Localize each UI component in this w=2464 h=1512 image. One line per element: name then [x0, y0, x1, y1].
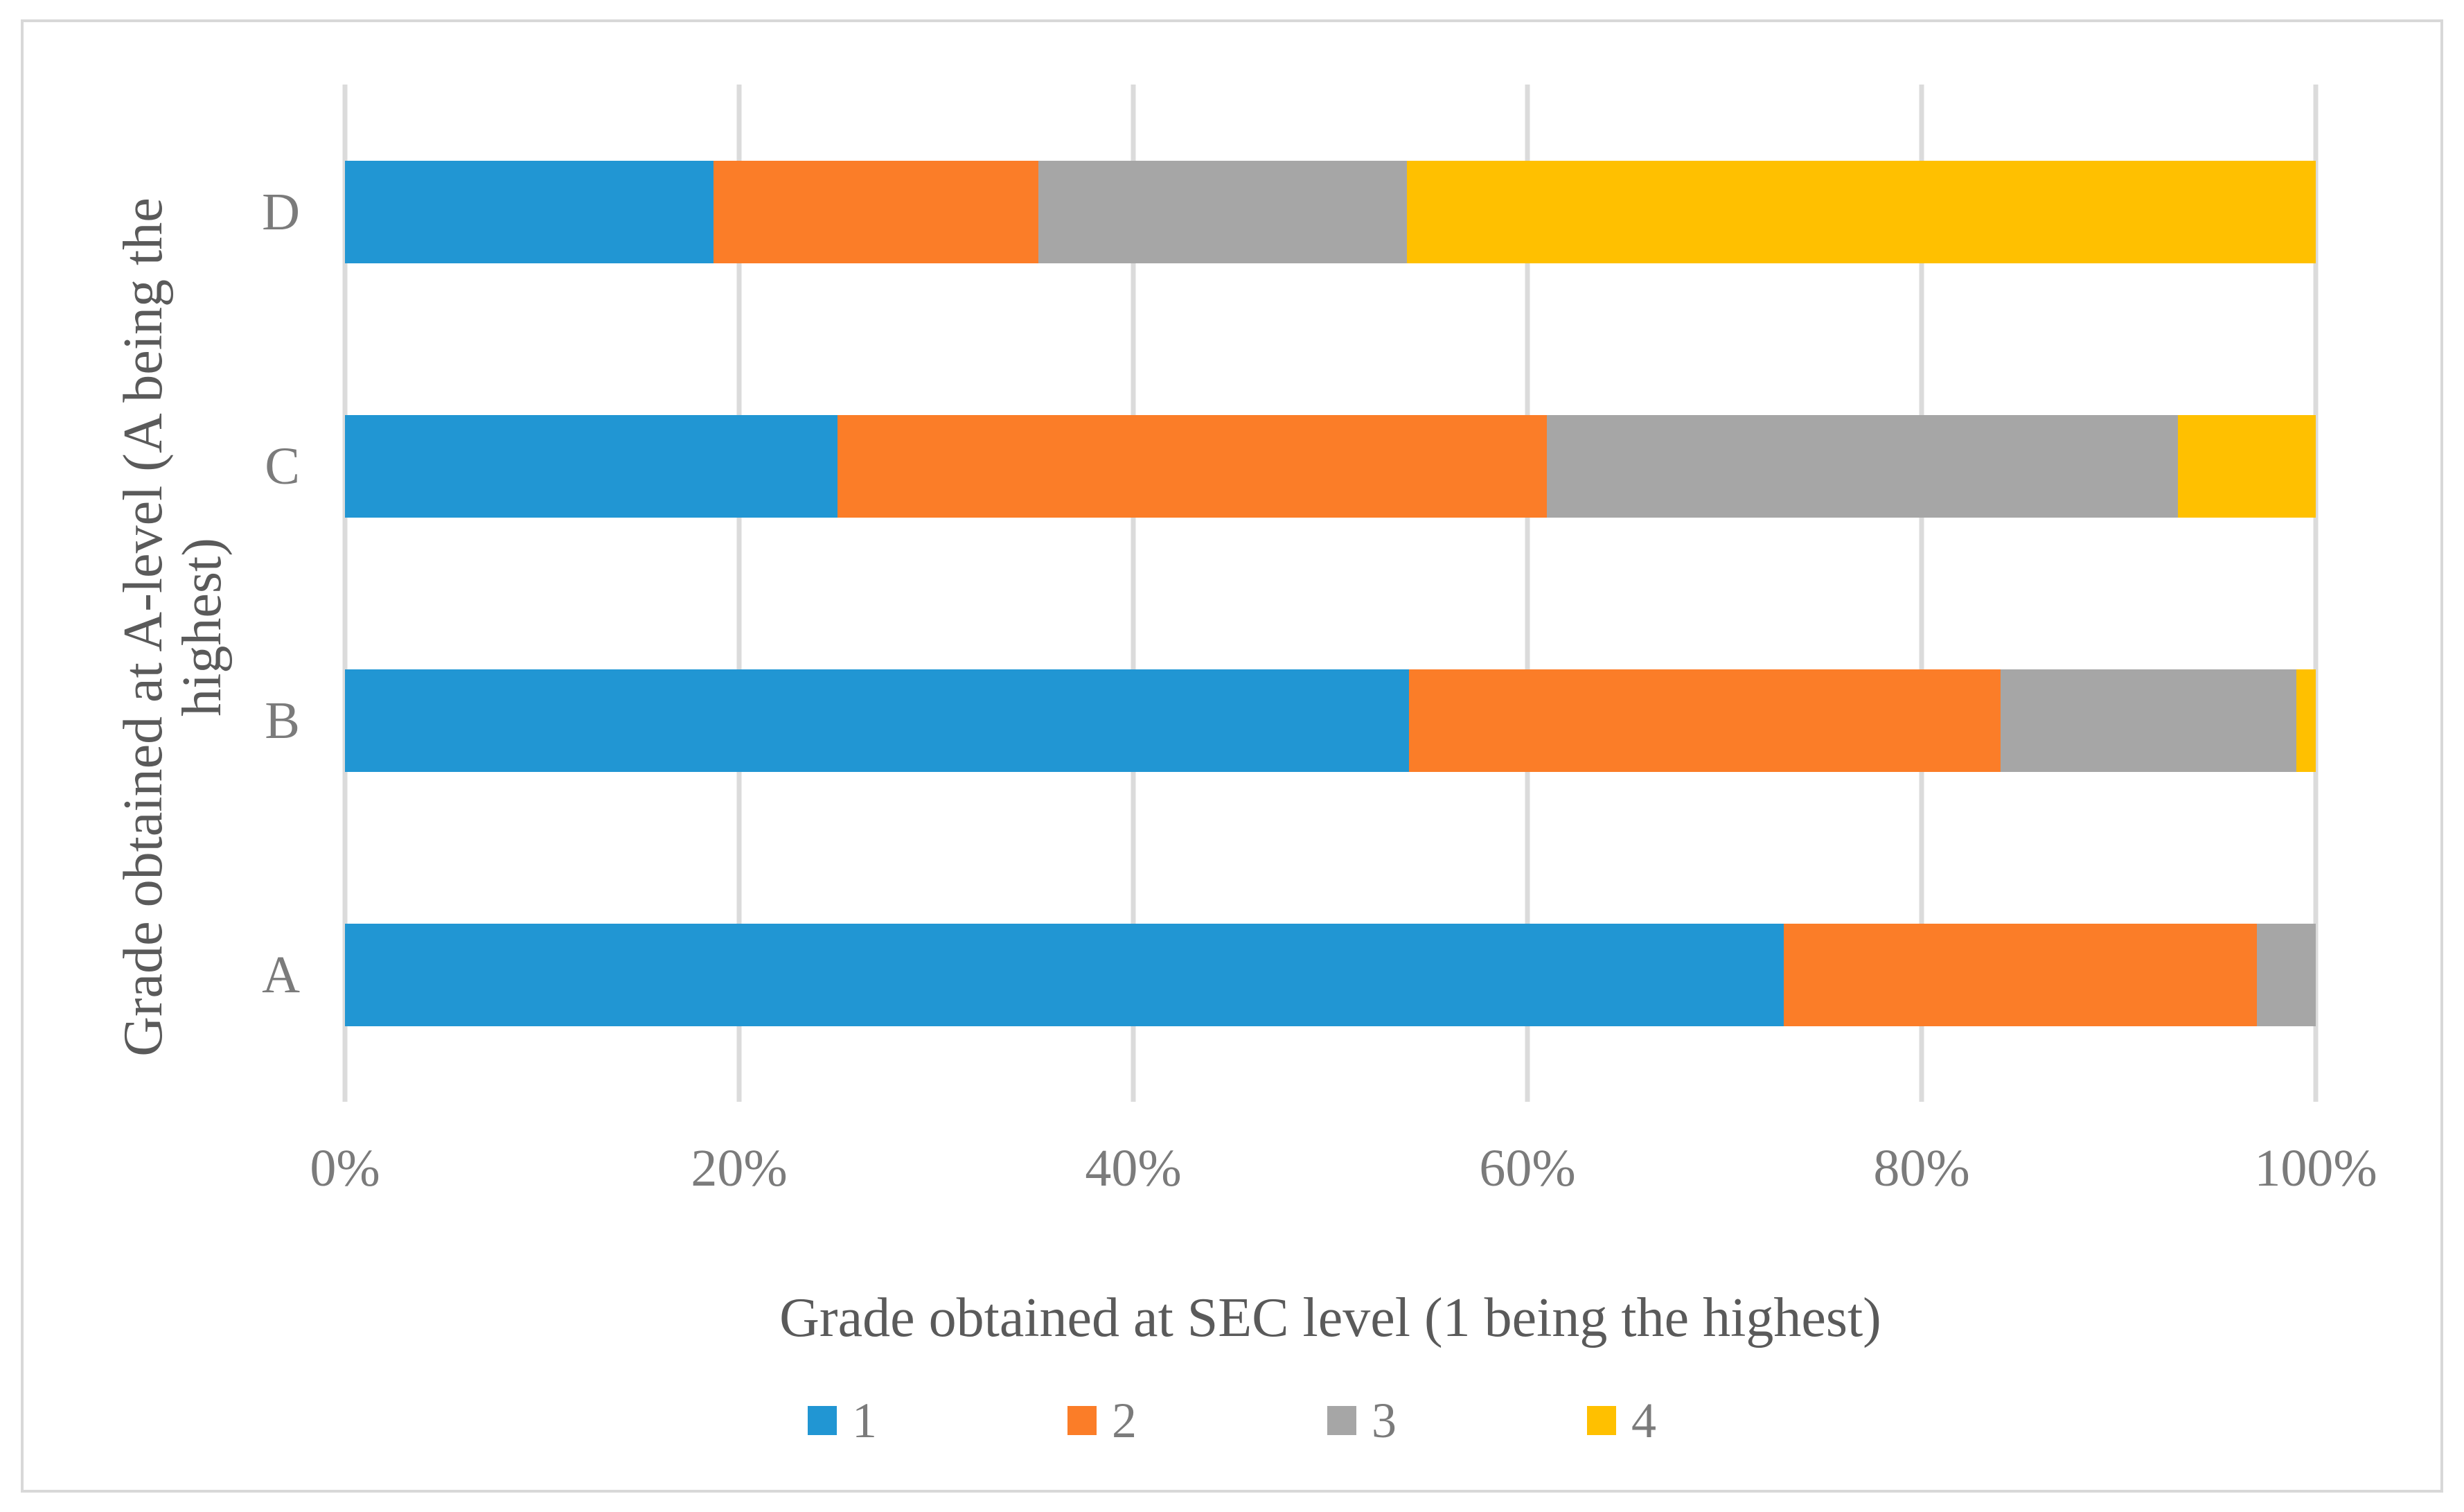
bar-C-segment-3 [1547, 414, 2178, 518]
legend-swatch-3 [1327, 1406, 1356, 1435]
x-tick-label-100%: 100% [2254, 1139, 2377, 1197]
bar-D-segment-3 [1038, 160, 1408, 263]
bar-D-segment-2 [714, 160, 1039, 263]
gridline-40% [1131, 85, 1136, 1102]
x-axis-ticks: 0% 20% 40% 60% 80% 100% [310, 1139, 2377, 1197]
bar-B-segment-2 [1409, 669, 2001, 772]
y-axis-category-labels: D C B A [0, 85, 308, 1102]
legend-swatch-2 [1067, 1406, 1097, 1435]
bar-C [345, 414, 2316, 518]
x-tick-label-80%: 80% [1873, 1139, 1970, 1197]
legend-item-1: 1 [808, 1396, 877, 1445]
legend-item-4: 4 [1587, 1396, 1656, 1445]
bar-A [345, 923, 2316, 1026]
bar-D-segment-4 [1407, 160, 2316, 263]
x-tick-label-0%: 0% [310, 1139, 380, 1197]
legend-label-1: 1 [852, 1393, 877, 1448]
bar-C-segment-1 [345, 414, 838, 518]
bar-B-segment-4 [2296, 669, 2316, 772]
y-category-label-B: B [265, 691, 300, 750]
bar-A-segment-1 [345, 923, 1784, 1026]
bar-A-segment-2 [1783, 923, 2257, 1026]
x-tick-label-60%: 60% [1479, 1139, 1576, 1197]
bar-B-segment-3 [2000, 669, 2296, 772]
bar-B [345, 669, 2316, 772]
gridline-0% [342, 85, 348, 1102]
gridline-20% [736, 85, 742, 1102]
legend-label-4: 4 [1631, 1393, 1656, 1448]
x-tick-label-40%: 40% [1085, 1139, 1182, 1197]
legend-item-2: 2 [1067, 1396, 1137, 1445]
bar-B-segment-1 [345, 669, 1410, 772]
legend-item-3: 3 [1327, 1396, 1397, 1445]
plot-area [342, 85, 2319, 1102]
legend-label-2: 2 [1112, 1393, 1137, 1448]
y-category-label-A: A [262, 945, 300, 1004]
gridline-80% [1919, 85, 1924, 1102]
legend-label-3: 3 [1372, 1393, 1397, 1448]
bar-D [345, 160, 2316, 263]
gridline-100% [2313, 85, 2319, 1102]
bar-C-segment-4 [2177, 414, 2316, 518]
legend-swatch-1 [808, 1406, 837, 1435]
bar-D-segment-1 [345, 160, 714, 263]
legend-swatch-4 [1587, 1406, 1616, 1435]
bar-C-segment-2 [837, 414, 1548, 518]
x-axis-title: Grade obtained at SEC level (1 being the… [779, 1287, 1881, 1348]
gridline-60% [1525, 85, 1530, 1102]
bar-A-segment-3 [2256, 923, 2316, 1026]
y-category-label-C: C [265, 437, 300, 495]
legend: 1 2 3 4 [21, 1391, 2443, 1450]
y-category-label-D: D [262, 182, 300, 241]
x-tick-label-20%: 20% [691, 1139, 788, 1197]
